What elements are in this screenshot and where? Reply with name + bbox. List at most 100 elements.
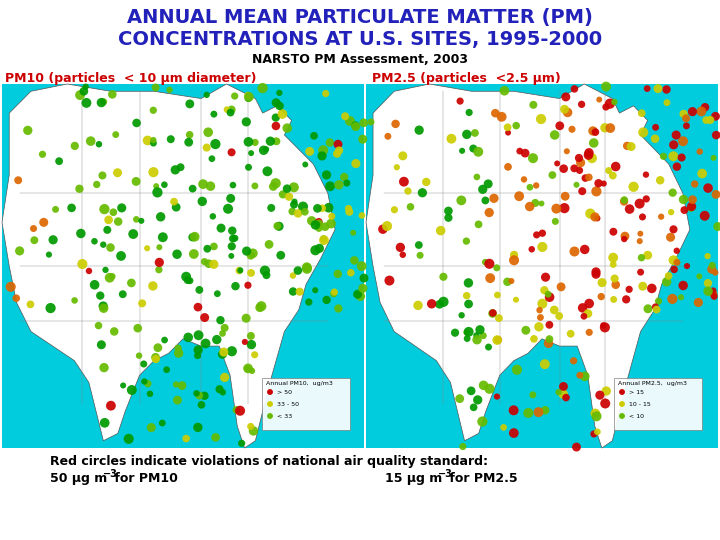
Point [505,276,517,285]
Point [66,204,77,212]
Point [150,355,161,363]
Point [469,129,481,137]
Point [301,263,312,272]
Point [484,259,495,268]
Point [502,278,513,286]
Point [217,329,228,338]
Point [634,199,645,208]
Text: Red circles indicate violations of national air quality standard:: Red circles indicate violations of natio… [50,455,488,468]
Point [482,180,494,188]
Point [667,295,678,303]
Text: 33 - 50: 33 - 50 [277,402,299,407]
Point [635,268,647,276]
Point [201,91,212,99]
Point [153,258,165,267]
Point [686,202,698,211]
Point [492,336,503,345]
Point [549,306,560,314]
Point [107,208,119,217]
Text: ANNUAL MEAN PARTICULATE MATTER (PM): ANNUAL MEAN PARTICULATE MATTER (PM) [127,8,593,27]
Point [98,304,109,313]
Point [438,273,449,281]
Point [69,296,81,305]
Point [637,128,649,137]
Point [472,335,483,344]
Point [215,316,226,325]
Point [292,266,304,275]
Point [607,171,618,180]
Point [492,335,504,344]
Point [565,329,577,338]
Text: 15 μg m: 15 μg m [385,472,442,485]
Point [579,245,590,254]
Point [649,302,661,311]
Point [618,195,630,204]
Point [488,194,500,202]
Point [573,154,585,163]
Point [210,433,221,442]
Point [600,399,611,408]
Point [389,205,400,214]
Point [443,213,454,222]
Point [461,328,472,337]
Point [465,387,477,395]
Point [306,217,318,225]
Point [270,179,282,187]
Point [600,103,612,111]
Point [454,394,465,403]
Point [696,169,708,178]
Point [608,260,619,269]
Point [249,350,261,359]
Point [208,110,220,118]
Point [457,442,469,451]
Point [229,92,240,100]
Point [350,121,361,130]
Point [675,293,687,302]
Point [171,396,183,404]
Point [527,154,539,163]
Point [254,303,266,312]
Point [599,323,611,332]
Point [225,252,237,260]
Point [93,321,104,330]
Point [171,250,183,259]
Point [609,274,621,283]
Point [169,166,181,174]
Point [665,233,676,241]
Point [202,128,214,137]
Point [344,117,356,125]
Point [712,222,720,231]
Point [365,118,377,126]
Point [109,327,120,336]
Point [571,443,582,451]
Point [557,390,569,399]
Point [583,173,595,181]
Point [467,144,479,153]
Point [711,131,720,139]
Point [618,235,630,244]
Point [200,339,212,348]
Point [483,208,495,217]
Point [555,282,567,291]
Point [199,257,210,266]
Point [117,290,129,299]
Point [533,322,544,331]
Point [706,261,718,270]
Point [706,265,718,274]
Point [577,187,588,195]
Point [333,304,344,313]
Point [618,197,630,206]
Text: Annual PM2.5,  ug/m3: Annual PM2.5, ug/m3 [618,381,687,386]
Point [188,249,199,258]
Point [172,344,184,353]
Point [471,331,482,340]
Point [176,381,188,390]
Point [326,212,338,221]
Point [544,321,555,329]
Point [208,242,220,251]
Point [634,237,645,246]
Point [271,98,282,107]
Point [81,99,92,107]
Point [308,132,320,140]
Point [313,219,325,228]
